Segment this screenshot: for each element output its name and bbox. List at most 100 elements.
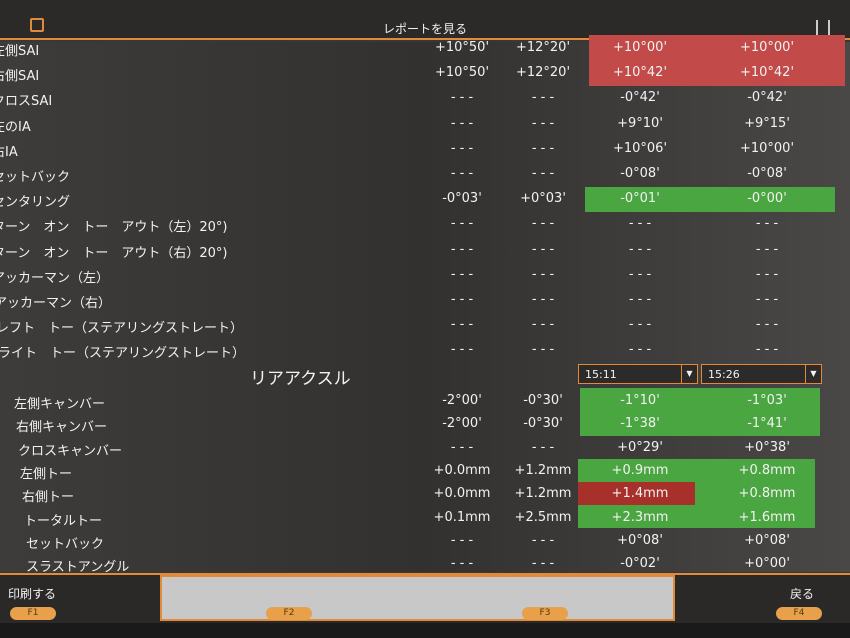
row-label: 左側SAI (0, 44, 40, 59)
before-value: -1°10' (620, 393, 660, 408)
after-time-select[interactable]: 15:26 ▼ (701, 364, 822, 384)
max-value: - - - (531, 166, 555, 181)
min-value: - - - (450, 266, 474, 282)
row-label: セットバック (26, 536, 105, 552)
row-label: 右IA (0, 144, 18, 160)
row-label: クロスSAI (0, 94, 53, 110)
min-value: - - - (450, 166, 474, 181)
table-row: アッカーマン（右） - - - - - - - - - - - - (0, 287, 850, 312)
table-row: クロスキャンバー - - - - - - +0°29' +0°38' (0, 435, 850, 460)
min-value: -2°00' (442, 393, 482, 408)
min-value: +0.0mm (433, 462, 491, 478)
row-label: スラストアングル (26, 560, 130, 576)
min-value: -0°03' (442, 191, 482, 207)
report-table: 左側SAI +10°50' +12°20' +10°00' +10°00' 右側SAI +1… (0, 35, 850, 576)
row-label: セットバック (0, 170, 71, 185)
row-label: レフト トー（ステアリングストレート） (0, 321, 244, 337)
report-icon[interactable] (30, 18, 44, 32)
max-value: - - - (531, 115, 555, 131)
after-value: +10°42' (739, 65, 795, 81)
after-value: - - - (755, 317, 779, 333)
max-value: - - - (531, 532, 555, 548)
min-value: - - - (450, 532, 474, 548)
table-row: ターン オン トー アウト（左）20°) - - - - - - - - - - - - (0, 211, 850, 236)
after-value: +9°15' (744, 115, 790, 131)
after-value: +10°00' (739, 40, 795, 55)
before-value: +10°00' (612, 40, 668, 55)
row-label: クロスキャンバー (18, 443, 123, 459)
after-value: -0°08' (747, 166, 787, 181)
print-button[interactable]: 印刷する (8, 587, 57, 601)
before-value: +9°10' (617, 115, 663, 131)
max-value: +12°20' (515, 65, 571, 81)
f4-key[interactable]: F4 (776, 607, 822, 620)
row-label: ライト トー（ステアリングストレート） (0, 346, 246, 362)
in-range-highlight (580, 388, 820, 436)
max-value: - - - (531, 439, 555, 455)
page-title: レポートを見る (382, 22, 467, 36)
table-row: センタリング -0°03' +0°03' -0°01' -0°00' (0, 186, 850, 211)
back-button[interactable]: 戻る (790, 587, 815, 601)
before-value: - - - (628, 216, 652, 232)
min-value: - - - (450, 115, 474, 131)
f3-key[interactable]: F3 (522, 607, 568, 620)
table-row: アッカーマン（左） - - - - - - - - - - - - (0, 262, 850, 287)
max-value: - - - (531, 266, 555, 282)
out-of-range-highlight (578, 482, 695, 505)
row-label: 右側SAI (0, 69, 40, 85)
row-label: トータルトー (24, 513, 103, 529)
before-value: +0°08' (617, 532, 663, 548)
min-value: - - - (450, 292, 474, 307)
min-value: - - - (450, 216, 474, 232)
chevron-down-icon: ▼ (681, 365, 697, 383)
table-row: セットバック - - - - - - +0°08' +0°08' (0, 528, 850, 553)
after-value: -0°00' (747, 191, 787, 207)
empty-function-area (160, 575, 675, 621)
table-row: クロスSAI - - - - - - -0°42' -0°42' (0, 85, 850, 110)
before-value: -0°01' (620, 191, 660, 207)
max-value: +1.2mm (514, 486, 572, 502)
before-time-select[interactable]: 15:11 ▼ (578, 364, 698, 384)
f2-key[interactable]: F2 (266, 607, 312, 620)
resize-icon[interactable] (816, 20, 830, 38)
table-row: 左側トー +0.0mm +1.2mm +0.9mm +0.8mm (0, 458, 850, 483)
row-label: 左側キャンバー (14, 397, 106, 412)
function-bar: 印刷する 戻る F1 F2 F3 F4 (0, 573, 850, 623)
before-value: - - - (628, 292, 652, 307)
title-bar: レポートを見る (0, 0, 850, 40)
max-value: - - - (531, 317, 555, 333)
table-row: 右側トー +0.0mm +1.2mm +1.4mm +0.8mm (0, 481, 850, 506)
before-value: +10°42' (612, 65, 668, 81)
table-row: 右IA - - - - - - +10°06' +10°00' (0, 136, 850, 161)
before-value: +1.4mm (611, 486, 669, 502)
table-row: ターン オン トー アウト（右）20°) - - - - - - - - - - - - (0, 237, 850, 262)
min-value: -2°00' (442, 416, 482, 432)
after-value: - - - (755, 266, 779, 282)
min-value: +10°50' (434, 40, 490, 55)
max-value: - - - (531, 292, 555, 307)
after-value: +0.8mm (738, 462, 796, 478)
row-label: ターン オン トー アウト（左）20°) (0, 220, 228, 236)
min-value: - - - (450, 317, 474, 333)
table-row: セットバック - - - - - - -0°08' -0°08' (0, 161, 850, 186)
after-value: +0°08' (744, 532, 790, 548)
before-value: -1°38' (620, 416, 660, 432)
after-value: +0°00' (744, 556, 790, 572)
table-row: トータルトー +0.1mm +2.5mm +2.3mm +1.6mm (0, 505, 850, 530)
max-value: - - - (531, 342, 555, 358)
after-value: - - - (755, 216, 779, 232)
row-label: アッカーマン（右） (0, 296, 112, 311)
min-value: +0.1mm (433, 509, 491, 525)
rear-axle-heading: リアアクスル (250, 369, 351, 389)
table-row: ライト トー（ステアリングストレート） - - - - - - - - - - - - (0, 337, 850, 362)
before-value: +0°29' (617, 439, 663, 455)
max-value: -0°30' (523, 393, 563, 408)
before-value: +0.9mm (611, 462, 669, 478)
row-label: アッカーマン（左） (0, 270, 110, 286)
min-value: +0.0mm (433, 486, 491, 502)
before-value: - - - (628, 266, 652, 282)
f1-key[interactable]: F1 (10, 607, 56, 620)
after-value: -1°03' (747, 393, 787, 408)
min-value: - - - (450, 439, 474, 455)
table-row: 左側キャンバー -2°00' -0°30' -1°10' -1°03' (0, 388, 850, 413)
